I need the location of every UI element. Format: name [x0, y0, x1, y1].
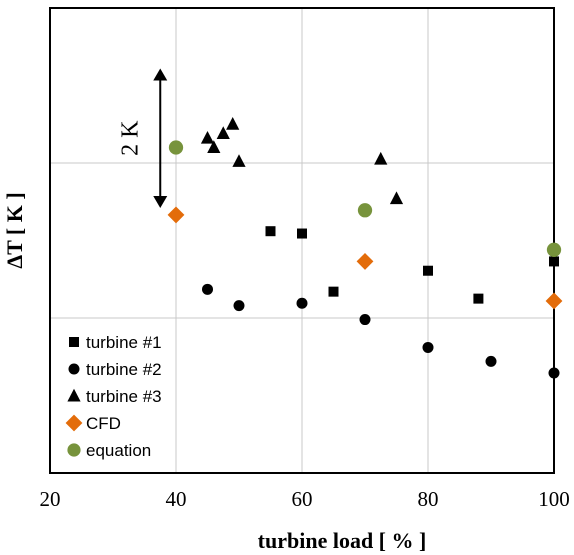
data-point-cfd: [356, 253, 374, 270]
data-point-turbine-2: [296, 297, 308, 309]
data-point-equation: [168, 140, 184, 155]
y-axis-title: ΔT [ K ]: [2, 192, 27, 268]
data-points: [167, 116, 563, 379]
x-tick-label: 80: [418, 487, 439, 511]
data-point-turbine-3: [207, 140, 221, 153]
legend-marker-cfd: [65, 414, 83, 432]
data-point-turbine-1: [328, 286, 339, 297]
data-point-turbine-3: [374, 151, 388, 165]
legend-marker-turbine-1: [69, 337, 79, 347]
x-tick-label: 20: [40, 487, 61, 511]
data-point-turbine-1: [423, 265, 433, 276]
scale-label: 2 K: [118, 120, 144, 156]
data-point-turbine-3: [389, 191, 404, 205]
data-point-turbine-1: [549, 256, 559, 267]
data-point-cfd: [167, 206, 185, 224]
legend: turbine #1 turbine #2 turbine #3 CFD equatio…: [65, 333, 162, 460]
legend-marker-turbine-3: [67, 388, 81, 402]
scale-arrow-head-top: [153, 68, 168, 81]
data-point-cfd: [545, 292, 563, 310]
data-point-turbine-3: [226, 116, 240, 130]
data-point-turbine-3: [216, 126, 230, 139]
x-tick-labels: 20 40 60 80 100: [40, 487, 570, 511]
legend-label-equation: equation: [86, 441, 151, 460]
data-point-turbine-2: [548, 367, 560, 379]
legend-marker-turbine-2: [68, 363, 80, 375]
x-tick-label: 60: [292, 487, 313, 511]
scale-annotation: 2 K: [118, 68, 168, 208]
data-point-turbine-3: [232, 154, 246, 167]
x-tick-label: 40: [166, 487, 187, 511]
legend-label-turbine-1: turbine #1: [86, 333, 162, 352]
x-tick-label: 100: [538, 487, 570, 511]
data-point-equation: [546, 242, 562, 257]
data-point-turbine-2: [233, 300, 245, 312]
data-point-turbine-2: [202, 283, 213, 295]
legend-label-cfd: CFD: [86, 414, 121, 433]
legend-label-turbine-3: turbine #3: [86, 387, 162, 406]
data-point-turbine-1: [297, 228, 307, 239]
data-point-turbine-3: [200, 130, 215, 144]
x-axis-title: turbine load [ % ]: [258, 528, 427, 553]
data-point-equation: [357, 203, 373, 218]
grid-lines: [50, 8, 554, 473]
data-point-turbine-1: [265, 226, 276, 237]
data-point-turbine-2: [422, 341, 434, 353]
legend-marker-equation: [67, 443, 81, 457]
scale-arrow-head-bottom: [153, 195, 168, 208]
legend-label-turbine-2: turbine #2: [86, 360, 162, 379]
data-point-turbine-2: [359, 314, 371, 326]
plot-frame: [49, 7, 555, 474]
data-point-turbine-1: [473, 293, 484, 304]
data-point-turbine-2: [485, 355, 497, 367]
